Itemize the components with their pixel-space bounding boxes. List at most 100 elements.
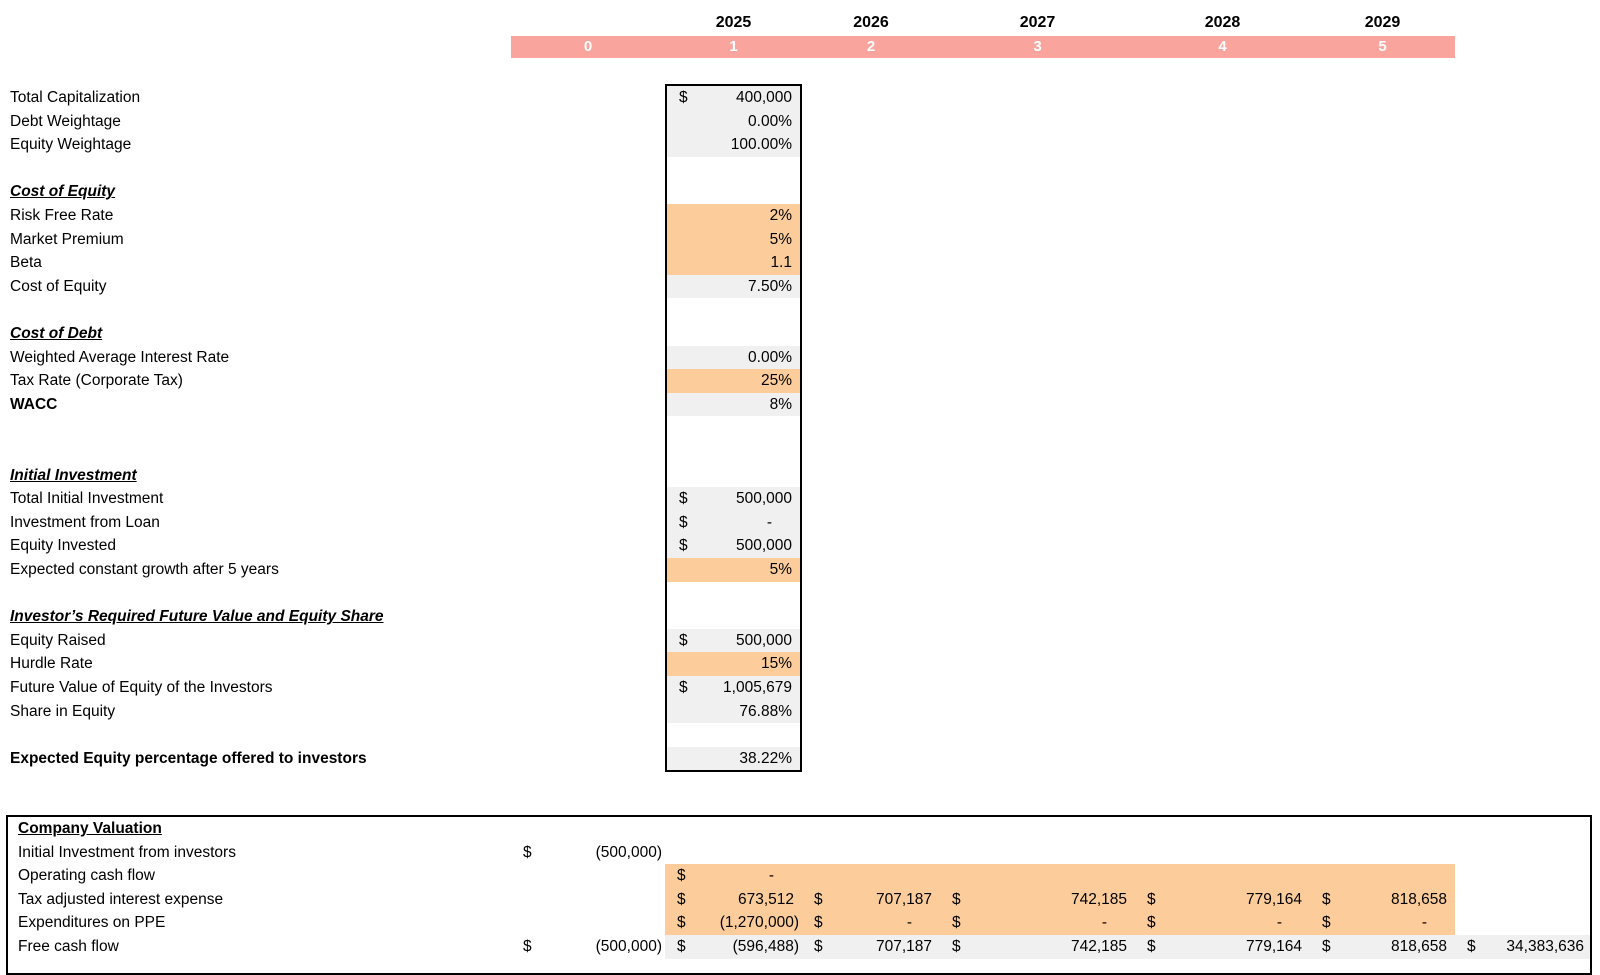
period-number-band: 0 1 2 3 4 5 [511,36,1455,58]
assumption-value-cell[interactable]: 5% [667,558,800,582]
cell-value: - [768,867,774,885]
currency-symbol: $ [952,938,961,955]
valuation-row: Tax adjusted interest expense $673,512 $70… [8,887,1590,912]
valuation-row-label: Free cash flow [18,938,119,955]
assumption-label: Hurdle Rate [10,655,93,673]
period-number-cell: 0 [583,38,593,55]
cell-value: 5% [769,230,792,248]
cell-value: 707,187 [875,938,932,955]
valuation-value-cell[interactable]: $673,512 [665,888,802,912]
period-number-cell: 5 [1378,38,1387,55]
assumption-label: Equity Invested [10,537,116,555]
cell-value: 818,658 [1390,890,1447,908]
cell-value: 500,000 [735,537,792,555]
assumption-label: Investor’s Required Future Value and Equ… [10,608,384,626]
cell-value: 38.22% [739,749,792,767]
currency-symbol: $ [814,890,823,908]
assumption-value-cell[interactable]: $500,000 [667,628,800,653]
company-valuation-table: Company Valuation Initial Investment fro… [6,815,1592,975]
valuation-value-cell[interactable]: $ - [1135,911,1310,935]
cell-value: 2% [769,207,792,224]
assumption-value-cell[interactable]: 2% [667,204,800,228]
cell-value: 0.00% [748,112,792,130]
valuation-value-cell[interactable]: $ (596,488) [665,935,802,959]
cell-value: 742,185 [1070,938,1127,955]
valuation-value-cell[interactable]: $742,185 [940,935,1135,959]
highlight-band [665,935,1590,959]
valuation-value-cell[interactable]: $707,187 [802,888,940,912]
valuation-value-cell[interactable]: $818,658 [1310,888,1455,912]
valuation-value-cell[interactable]: $ (1,270,000) [665,911,802,935]
cell-value: 818,658 [1390,938,1447,955]
currency-symbol: $ [1467,938,1476,955]
assumption-value-cell[interactable]: 25% [667,369,800,393]
cell-value: 100.00% [730,136,792,154]
assumption-value-cell[interactable]: 7.50% [667,274,800,299]
assumption-value-cell[interactable]: 0.00% [667,345,800,370]
assumption-value-cell[interactable]: 1.1 [667,251,800,275]
currency-symbol: $ [677,890,686,908]
assumption-value-cell[interactable]: 5% [667,227,800,252]
currency-symbol: $ [1322,914,1331,932]
year-label: 2025 [715,14,752,31]
assumption-label: Tax Rate (Corporate Tax) [10,372,183,390]
valuation-value-cell[interactable]: $ - [802,911,940,935]
period-number-cell: 1 [729,38,738,55]
currency-symbol: $ [679,490,688,508]
assumption-value-cell[interactable]: $400,000 [667,86,800,110]
year-label: 2029 [1364,14,1401,31]
assumption-value-cell[interactable]: 76.88% [667,699,800,724]
cell-value: - [766,513,772,531]
valuation-value-cell[interactable]: $ (500,000) [511,935,665,959]
assumptions-value-column: $400,000 0.00% 100.00% 2% 5% 1.1 7.50% 0.00% 25%… [665,84,802,773]
cell-value: 779,164 [1245,890,1302,908]
valuation-value-cell[interactable]: $ - [940,911,1135,935]
assumption-value-cell [667,723,800,747]
valuation-value-cell[interactable]: $ - [1310,911,1455,935]
assumption-value-cell[interactable]: $1,005,679 [667,676,800,700]
valuation-row: Expenditures on PPE $ (1,270,000) $ - $ - $ - $ - [8,911,1590,935]
cell-value: 5% [769,561,792,578]
assumption-value-cell[interactable]: 0.00% [667,109,800,134]
valuation-value-cell[interactable]: $ (500,000) [511,841,665,865]
assumption-value-cell [667,157,800,181]
cell-value: (596,488) [732,938,799,955]
assumption-label: Cost of Equity [10,277,107,295]
assumption-value-cell[interactable]: $500,000 [667,534,800,558]
cell-value: (1,270,000) [719,914,799,932]
cell-value: 742,185 [1070,890,1127,908]
assumption-value-cell [667,582,800,606]
valuation-row-label: Expenditures on PPE [18,914,166,932]
valuation-value-cell[interactable]: $818,658 [1310,935,1455,959]
assumption-value-cell[interactable]: $500,000 [667,487,800,511]
valuation-value-cell[interactable]: $34,383,636 [1455,935,1592,959]
assumption-label: WACC [10,395,58,413]
valuation-value-cell[interactable]: $779,164 [1135,888,1310,912]
assumption-label: Debt Weightage [10,112,121,130]
assumption-label: Share in Equity [10,702,116,720]
assumption-value-cell[interactable]: 8% [667,392,800,417]
assumption-value-cell[interactable]: 100.00% [667,133,800,157]
valuation-value-cell[interactable]: $742,185 [940,888,1135,912]
valuation-row-label: Tax adjusted interest expense [18,890,224,908]
currency-symbol: $ [679,631,688,649]
valuation-row-label: Operating cash flow [18,867,155,885]
valuation-value-cell[interactable]: $ - [665,864,802,888]
cell-value: (500,000) [595,938,662,955]
cell-value: 1,005,679 [723,679,792,696]
assumption-value-cell[interactable]: $ - [667,510,800,535]
assumption-value-cell [667,416,800,440]
cell-value: - [1421,914,1427,932]
assumption-value-cell[interactable]: 38.22% [667,746,800,771]
currency-symbol: $ [679,89,688,106]
assumption-value-cell [667,440,800,464]
currency-symbol: $ [814,914,823,932]
valuation-value-cell[interactable]: $779,164 [1135,935,1310,959]
assumption-value-cell[interactable]: 15% [667,652,800,676]
assumption-label: Cost of Equity [10,183,116,201]
cell-value: 7.50% [748,277,792,295]
cell-value: (500,000) [595,843,662,861]
valuation-value-cell[interactable]: $707,187 [802,935,940,959]
currency-symbol: $ [677,867,686,885]
